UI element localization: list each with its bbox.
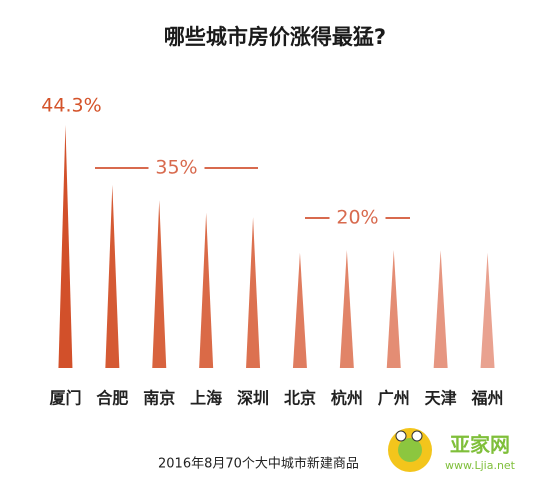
x-tick-label: 深圳 (237, 389, 269, 408)
spike (386, 250, 401, 368)
x-tick-label: 广州 (378, 389, 410, 408)
x-tick-label: 北京 (284, 389, 316, 408)
value-label: 44.3% (41, 95, 101, 117)
logo: 亚家网 www.Ljia.net (388, 428, 516, 472)
annotation: 20% (336, 207, 378, 229)
x-tick-label: 上海 (190, 389, 222, 408)
spike (339, 250, 354, 368)
spike (292, 252, 307, 368)
spike (246, 217, 261, 368)
x-tick-label: 天津 (425, 389, 457, 408)
svg-text:www.Ljia.net: www.Ljia.net (445, 459, 516, 472)
x-tick-label: 福州 (471, 389, 504, 408)
x-tick-label: 杭州 (331, 389, 363, 408)
x-tick-label: 南京 (143, 389, 175, 408)
spike (480, 252, 495, 368)
x-tick-label: 厦门 (49, 389, 81, 408)
spike (105, 184, 120, 368)
spike (199, 212, 214, 368)
x-tick-label: 合肥 (96, 389, 128, 408)
spike (433, 250, 448, 368)
chart-title: 哪些城市房价涨得最猛? (164, 25, 386, 49)
footnote: 2016年8月70个大中城市新建商品 (158, 456, 359, 472)
spike (152, 200, 167, 368)
spike (58, 125, 73, 368)
annotation: 35% (155, 157, 197, 179)
svg-text:亚家网: 亚家网 (450, 433, 510, 457)
